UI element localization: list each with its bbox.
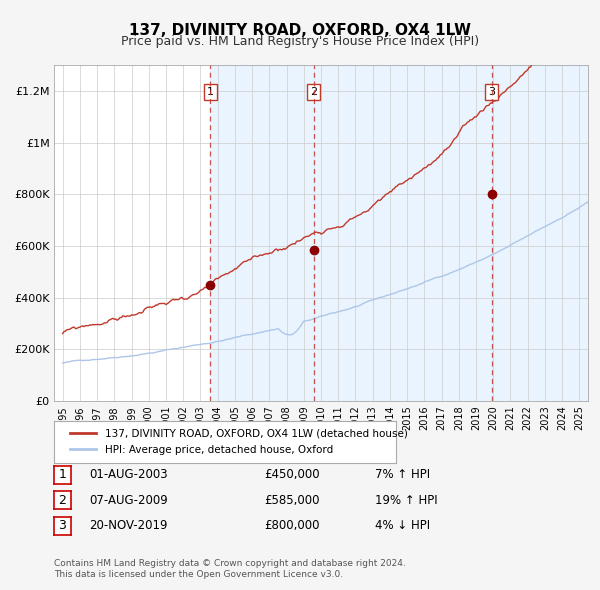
Bar [211,65,314,401]
Text: 3: 3 [58,519,67,532]
Text: 2: 2 [310,87,317,97]
Text: 137, DIVINITY ROAD, OXFORD, OX4 1LW: 137, DIVINITY ROAD, OXFORD, OX4 1LW [129,24,471,38]
Text: 1: 1 [207,87,214,97]
Text: 4% ↓ HPI: 4% ↓ HPI [375,519,430,532]
Text: Contains HM Land Registry data © Crown copyright and database right 2024.
This d: Contains HM Land Registry data © Crown c… [54,559,406,579]
Text: 20-NOV-2019: 20-NOV-2019 [89,519,167,532]
Text: £450,000: £450,000 [264,468,320,481]
Bar [491,65,588,401]
Text: 7% ↑ HPI: 7% ↑ HPI [375,468,430,481]
Text: 3: 3 [488,87,495,97]
Text: 1: 1 [58,468,67,481]
Text: Price paid vs. HM Land Registry's House Price Index (HPI): Price paid vs. HM Land Registry's House … [121,35,479,48]
Text: £800,000: £800,000 [264,519,320,532]
Text: 2: 2 [58,494,67,507]
Text: £585,000: £585,000 [264,494,320,507]
Text: 19% ↑ HPI: 19% ↑ HPI [375,494,437,507]
Bar [314,65,491,401]
Text: 01-AUG-2003: 01-AUG-2003 [89,468,167,481]
Legend: 137, DIVINITY ROAD, OXFORD, OX4 1LW (detached house), HPI: Average price, detach: 137, DIVINITY ROAD, OXFORD, OX4 1LW (det… [66,425,412,459]
Text: 07-AUG-2009: 07-AUG-2009 [89,494,167,507]
